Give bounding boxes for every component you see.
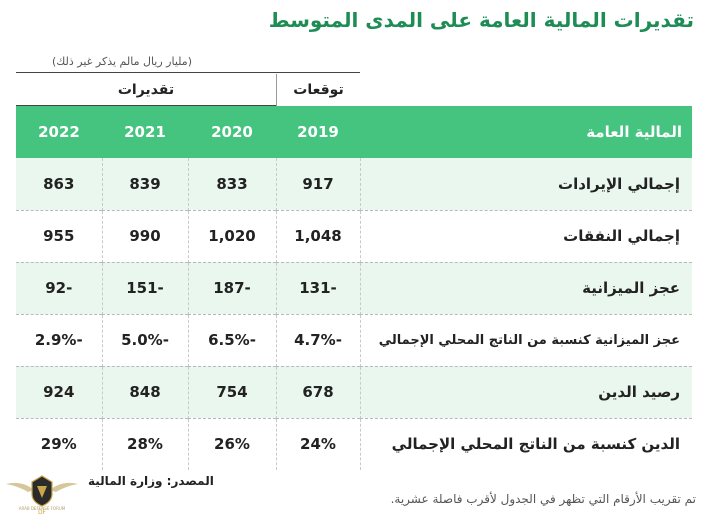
row-label: الدين كنسبة من الناتج المحلي الإجمالي bbox=[359, 418, 692, 470]
row-label: رصيد الدين bbox=[359, 366, 692, 419]
header-year: 2022 bbox=[16, 106, 102, 158]
table-row: رصيد الدين 678 754 848 924 bbox=[16, 366, 692, 419]
header-year: 2021 bbox=[102, 106, 188, 158]
row-label: عجز الميزانية bbox=[359, 262, 692, 315]
table-row: إجمالي الإيرادات 917 833 839 863 bbox=[16, 158, 692, 211]
table-cell: 754 bbox=[187, 366, 276, 419]
source-note: المصدر: وزارة المالية bbox=[88, 474, 214, 488]
table-row: عجز الميزانية كنسبة من الناتج المحلي الإ… bbox=[16, 314, 692, 367]
table-cell: -5.0% bbox=[101, 314, 188, 367]
footnote: تم تقريب الأرقام التي تظهر في الجدول لأق… bbox=[390, 492, 696, 506]
table-cell: 848 bbox=[101, 366, 188, 419]
row-label: إجمالي الإيرادات bbox=[359, 158, 692, 211]
table-cell: -187 bbox=[187, 262, 276, 315]
row-label: إجمالي النفقات bbox=[359, 210, 692, 263]
table-cell: -6.5% bbox=[187, 314, 276, 367]
table-header-row: المالية العامة 2019 2020 2021 2022 bbox=[16, 106, 692, 158]
top-rule bbox=[16, 72, 360, 73]
page-title: تقديرات المالية العامة على المدى المتوسط bbox=[268, 8, 694, 32]
table-cell: 990 bbox=[101, 210, 188, 263]
table-cell: 1,020 bbox=[187, 210, 276, 263]
table-cell: 924 bbox=[16, 366, 102, 419]
watermark-text: ARAB DEFENSE FORUM bbox=[18, 506, 66, 511]
column-group-labels: توقعات تقديرات bbox=[16, 74, 360, 106]
table-cell: 26% bbox=[187, 418, 276, 470]
header-year: 2020 bbox=[188, 106, 276, 158]
table-cell: 917 bbox=[275, 158, 360, 211]
watermark-logo-icon: DF bbox=[6, 475, 78, 516]
table-cell: 955 bbox=[16, 210, 102, 263]
table-cell: 28% bbox=[101, 418, 188, 470]
group-label-forecast: توقعات bbox=[276, 74, 360, 106]
estimates-underline bbox=[16, 105, 276, 106]
table-cell: 24% bbox=[275, 418, 360, 470]
svg-text:DF: DF bbox=[38, 509, 47, 516]
table-row: عجز الميزانية -131 -187 -151 -92 bbox=[16, 262, 692, 315]
table-cell: 839 bbox=[101, 158, 188, 211]
header-year: 2019 bbox=[276, 106, 360, 158]
table-cell: 863 bbox=[16, 158, 102, 211]
table-cell: -151 bbox=[101, 262, 188, 315]
group-label-estimates: تقديرات bbox=[117, 82, 175, 98]
table-cell: 1,048 bbox=[275, 210, 360, 263]
table-cell: 833 bbox=[187, 158, 276, 211]
header-label: المالية العامة bbox=[360, 106, 692, 158]
table-cell: -92 bbox=[16, 262, 102, 315]
table-cell: 29% bbox=[16, 418, 102, 470]
fiscal-table: المالية العامة 2019 2020 2021 2022 إجمال… bbox=[16, 106, 692, 470]
row-label: عجز الميزانية كنسبة من الناتج المحلي الإ… bbox=[359, 314, 692, 367]
table-cell: -131 bbox=[275, 262, 360, 315]
table-row: الدين كنسبة من الناتج المحلي الإجمالي 24… bbox=[16, 418, 692, 470]
table-cell: -2.9% bbox=[16, 314, 102, 367]
table-cell: 678 bbox=[275, 366, 360, 419]
table-row: إجمالي النفقات 1,048 1,020 990 955 bbox=[16, 210, 692, 263]
table-cell: -4.7% bbox=[275, 314, 360, 367]
unit-note: (مليار ريال مالم يذكر غير ذلك) bbox=[51, 55, 192, 68]
